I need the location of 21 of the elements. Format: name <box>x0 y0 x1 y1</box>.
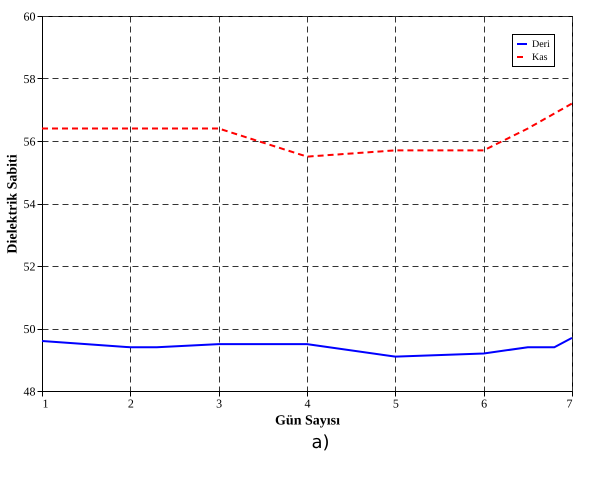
y-tick-label: 56 <box>24 134 36 148</box>
y-tick-label: 50 <box>24 322 36 336</box>
x-tick-label: 2 <box>128 396 134 410</box>
legend-label: Deri <box>532 39 550 50</box>
x-tick-label: 7 <box>566 396 572 410</box>
y-axis-title: Dielektrik Sabiti <box>6 154 20 254</box>
x-tick-label: 3 <box>216 396 222 410</box>
x-tick-label: 6 <box>481 396 488 410</box>
text: a) <box>310 432 331 453</box>
x-tick-label: 4 <box>304 396 310 410</box>
x-tick-label: 5 <box>392 396 399 410</box>
y-tick-label: 52 <box>24 260 36 274</box>
line-series <box>41 102 573 158</box>
y-tick-label: 60 <box>24 10 36 24</box>
y-tick-label: 48 <box>24 384 36 398</box>
line-series <box>41 336 573 358</box>
y-tick-label: 54 <box>24 197 36 211</box>
legend-label: Kas <box>532 52 548 63</box>
y-tick-label: 58 <box>24 72 36 86</box>
x-tick-label: 1 <box>42 396 48 410</box>
x-axis-title: Gün Sayısı <box>275 414 340 428</box>
